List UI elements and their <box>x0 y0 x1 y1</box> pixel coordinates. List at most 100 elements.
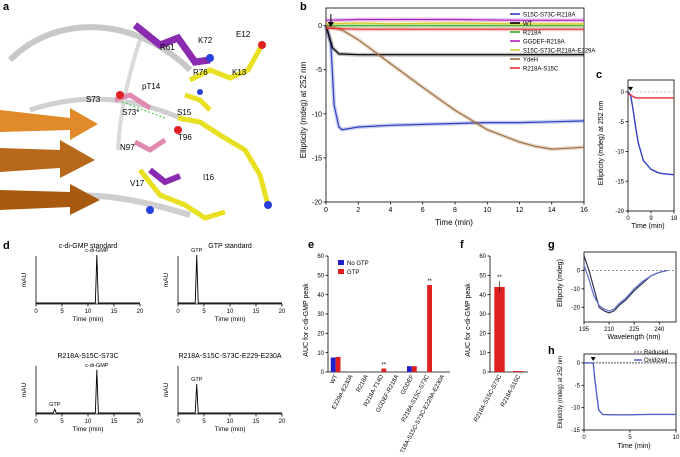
bar <box>427 285 433 372</box>
legend-label: R218A-S15C <box>523 67 559 73</box>
x-tick-label: 0 <box>176 309 180 315</box>
plot-frame <box>627 79 675 212</box>
residue-label: S73 <box>86 95 101 104</box>
legend-label: S15C-S73C-R218A <box>523 13 575 19</box>
x-tick-label: 5 <box>202 309 206 315</box>
x-tick-label: 10 <box>673 435 680 441</box>
panel-label-f: f <box>460 239 464 251</box>
x-tick-label: 20 <box>279 419 286 425</box>
x-tick-label: 10 <box>483 207 491 214</box>
x-tick-label: 0 <box>176 419 180 425</box>
series-line <box>325 18 584 21</box>
y-tick-label: -10 <box>571 287 580 293</box>
chart-d: c-di-GMP standard 0 5 10 15 20 Time (min) mAU c-… <box>21 243 286 433</box>
y-tick-label: 20 <box>317 332 324 338</box>
x-tick-label: 210 <box>604 327 615 333</box>
chromatogram: R218A-S15C-S73C-E229-E230A 0 5 10 15 20 Time (… <box>163 353 286 433</box>
legend-label: GTP <box>347 270 359 276</box>
y-tick-label: -5 <box>316 67 322 74</box>
series-line <box>325 22 584 25</box>
subplot-title: R218A-S15C-S73C-E229-E230A <box>178 353 281 360</box>
x-tick-label: R218A-S15C-S73C <box>401 374 431 424</box>
y-tick-label: -15 <box>615 179 624 185</box>
residue-label: S73* <box>122 108 139 117</box>
chart-h: 0 5 10 0 -5 -10 -15 Ellipticity (mdeg) at 252 … <box>558 350 680 450</box>
x-tick-label: R218A-S15C <box>500 374 522 409</box>
legend-label: Oxidized <box>644 358 667 364</box>
panel-label-e: e <box>308 239 315 251</box>
panel-b: 0 2 4 6 8 10 12 14 16 0 -5 -10 -15 -20 S15C-S73C-R218… <box>296 0 615 230</box>
series-line <box>325 25 585 131</box>
panel-c: 0 9 18 0 -5 -10 -15 -20 Ellipticity (mdeg) at 2… <box>596 68 680 233</box>
x-tick-label: 15 <box>111 309 118 315</box>
series-line <box>325 25 585 150</box>
bar <box>411 366 417 372</box>
bar <box>513 371 524 372</box>
panel-g: 195 210 225 240 0 -10 -20 Ellipcity (mdeg) Wav… <box>538 238 680 343</box>
x-tick-label: 20 <box>137 419 144 425</box>
significance-annotation: ** <box>381 363 386 369</box>
x-tick-label: 225 <box>629 327 640 333</box>
peak-label: GTP <box>49 402 61 408</box>
chromatogram: c-di-GMP standard 0 5 10 15 20 Time (min) mAU c-… <box>21 243 144 323</box>
y-tick-label: 50 <box>317 274 324 280</box>
series-line <box>584 362 676 416</box>
injection-arrow-head <box>327 22 334 27</box>
y-tick-label: -15 <box>312 155 322 162</box>
y-axis-label: mAU <box>21 382 28 397</box>
y-tick-label: 0 <box>621 90 625 96</box>
y-tick-label: 0 <box>577 361 581 367</box>
x-tick-label: 6 <box>421 207 425 214</box>
y-tick-label: -5 <box>575 383 581 389</box>
y-tick-label: -20 <box>571 305 580 311</box>
x-tick-label: 16 <box>580 207 588 214</box>
x-tick-label: R218A-S15C-S73C <box>473 374 503 424</box>
series-line <box>627 91 675 176</box>
bar <box>406 366 412 372</box>
y-tick-label: -10 <box>615 150 624 156</box>
x-axis-label: Time (min) <box>215 426 246 433</box>
x-tick-label: 2 <box>356 207 360 214</box>
residue-label: N97 <box>120 143 135 152</box>
y-axis-label: Ellipticity (mdeg) at 252 nm <box>299 61 308 158</box>
injection-arrow <box>590 356 596 361</box>
peak-label: GTP <box>191 248 203 254</box>
series-line <box>627 93 674 99</box>
residue-label: K72 <box>198 36 213 45</box>
y-axis-label: mAU <box>163 382 170 397</box>
residue-label: K13 <box>232 68 247 77</box>
y-tick-label: 0 <box>483 370 487 376</box>
residue-label: E12 <box>236 30 251 39</box>
series-line <box>583 255 668 314</box>
trace-line <box>36 369 140 414</box>
subplot-title: c-di-GMP standard <box>59 243 118 250</box>
y-axis-label: AUC for c-di-GMP peak <box>303 283 310 357</box>
y-tick-label: -15 <box>571 428 580 434</box>
panel-e: 0 10 20 30 40 50 60 WT E229A-E230A R218A R218A-T1… <box>296 238 456 457</box>
x-tick-label: 0 <box>34 309 38 315</box>
bar <box>330 357 336 372</box>
panel-d: c-di-GMP standard 0 5 10 15 20 Time (min) mAU c-… <box>0 236 296 452</box>
y-tick-label: 0 <box>321 370 325 376</box>
structure-image: R61 K72 E12 R76 K13 pT14 S73 S73* S15 T9… <box>0 0 292 235</box>
y-axis-label: Ellipticity (mdeg) at 252 nm <box>598 101 605 186</box>
panel-label-d: d <box>3 240 10 252</box>
plot-frame <box>325 7 585 203</box>
residue-label: S15 <box>177 108 192 117</box>
trace-line <box>178 384 282 414</box>
peak-label: c-di-GMP <box>85 363 109 369</box>
y-tick-label: 10 <box>479 351 486 357</box>
x-tick-label: 4 <box>389 207 393 214</box>
panel-f: 0 10 20 30 40 50 60 R218A-S15C-S73C R218A-S15C *… <box>456 238 536 452</box>
panel-h: 0 5 10 0 -5 -10 -15 Ellipticity (mdeg) at 252 … <box>538 344 680 452</box>
bar <box>381 368 387 372</box>
x-tick-label: 5 <box>628 435 632 441</box>
y-tick-label: 0 <box>577 269 581 275</box>
y-tick-label: -10 <box>312 111 322 118</box>
x-tick-label: 5 <box>60 309 64 315</box>
x-axis-label: Time (min) <box>73 316 104 323</box>
panel-label-b: b <box>300 1 307 13</box>
panel-label-c: c <box>596 69 603 81</box>
y-tick-label: -20 <box>615 209 624 215</box>
